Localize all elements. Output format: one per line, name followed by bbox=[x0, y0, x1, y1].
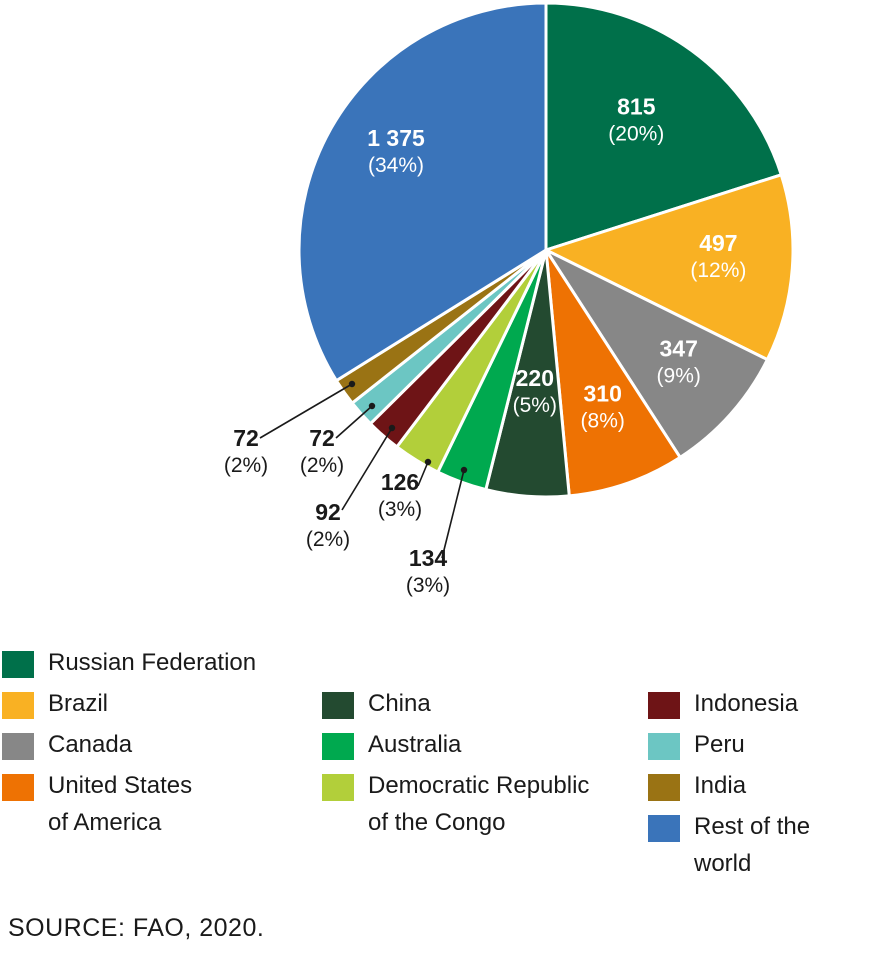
data-label-percent: (8%) bbox=[581, 409, 625, 432]
legend-swatch bbox=[2, 774, 34, 801]
legend-label: China bbox=[368, 690, 431, 717]
pie-chart: 815 (20%) 497 (12%) 347 (9%) 310 (8%) 220 (5%) 134… bbox=[224, 1, 795, 597]
legend-swatch bbox=[2, 651, 34, 678]
pie-slice-united-states-of-america bbox=[544, 248, 682, 498]
data-label-value: 310 bbox=[584, 380, 622, 406]
data-label-value: 72 bbox=[309, 425, 335, 451]
leader-line bbox=[441, 469, 465, 559]
data-label-percent: (20%) bbox=[608, 122, 664, 145]
legend-label: Peru bbox=[694, 731, 745, 758]
legend-label: Democratic Republic of the Congo bbox=[368, 772, 590, 836]
data-label-percent: (12%) bbox=[690, 259, 746, 282]
data-label-value: 72 bbox=[233, 425, 259, 451]
legend-item: Russian Federation bbox=[2, 648, 256, 681]
data-label-value: 1 375 bbox=[367, 125, 425, 151]
legend-swatch bbox=[648, 692, 680, 719]
data-label-value: 815 bbox=[617, 93, 656, 119]
pie-slice-canada bbox=[544, 248, 769, 459]
legend-label: Canada bbox=[48, 731, 133, 758]
legend-label: Brazil bbox=[48, 690, 109, 717]
data-label-percent: (34%) bbox=[368, 154, 424, 177]
data-label-percent: (3%) bbox=[378, 498, 422, 521]
pie-slice-rest-of-the-world bbox=[297, 1, 548, 383]
legend-swatch bbox=[648, 774, 680, 801]
legend-label: Indonesia bbox=[694, 690, 799, 717]
data-label-percent: (2%) bbox=[224, 454, 268, 477]
legend-label: Russian Federation bbox=[48, 649, 257, 676]
legend-item: China bbox=[322, 689, 431, 722]
data-label-value: 347 bbox=[660, 335, 698, 361]
legend-item: India bbox=[648, 771, 746, 804]
leader-line bbox=[341, 427, 393, 511]
pie-slice-russian-federation bbox=[544, 1, 783, 252]
data-label-value: 134 bbox=[409, 545, 448, 571]
leader-line bbox=[417, 461, 429, 487]
legend-label: Australia bbox=[368, 731, 462, 758]
legend-item: Rest of the world bbox=[648, 812, 869, 882]
pie-slice-brazil bbox=[544, 173, 795, 362]
data-label-percent: (2%) bbox=[306, 528, 350, 551]
legend-swatch bbox=[2, 733, 34, 760]
leader-line bbox=[335, 405, 373, 439]
data-label-value: 497 bbox=[699, 230, 737, 256]
legend-item: Brazil bbox=[2, 689, 108, 722]
source-note: SOURCE: FAO, 2020. bbox=[8, 914, 265, 942]
legend-item: Democratic Republic of the Congo bbox=[322, 771, 589, 841]
legend-swatch bbox=[322, 774, 354, 801]
data-label-value: 92 bbox=[315, 499, 341, 525]
legend-swatch bbox=[322, 692, 354, 719]
legend-swatch bbox=[322, 733, 354, 760]
legend-label: Rest of the world bbox=[694, 813, 811, 877]
data-label-percent: (9%) bbox=[657, 364, 701, 387]
data-label-percent: (5%) bbox=[513, 394, 557, 417]
leader-line bbox=[259, 383, 353, 439]
data-label-value: 126 bbox=[381, 469, 419, 495]
legend-item: Canada bbox=[2, 730, 132, 763]
data-label-value: 220 bbox=[516, 365, 554, 391]
legend-item: Peru bbox=[648, 730, 745, 763]
legend-label: India bbox=[694, 772, 747, 799]
legend-swatch bbox=[648, 815, 680, 842]
legend-item: United States of America bbox=[2, 771, 192, 841]
legend-swatch bbox=[648, 733, 680, 760]
legend-item: Indonesia bbox=[648, 689, 798, 722]
legend-label: United States of America bbox=[48, 772, 193, 836]
data-label-percent: (2%) bbox=[300, 454, 344, 477]
legend-item: Australia bbox=[322, 730, 461, 763]
legend-swatch bbox=[2, 692, 34, 719]
data-label-percent: (3%) bbox=[406, 574, 450, 597]
